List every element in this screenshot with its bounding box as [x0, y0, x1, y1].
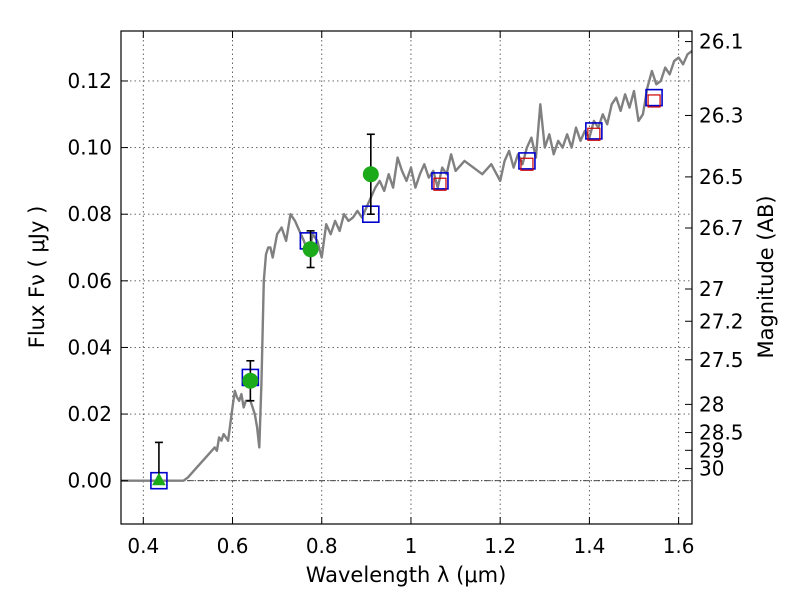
- y-tick-label: 0.08: [67, 202, 112, 226]
- x-tick-label: 1: [405, 534, 418, 558]
- y2-tick-label: 28.5: [699, 421, 744, 445]
- y2-tick-label: 26.5: [699, 165, 744, 189]
- y2-tick-label: 29: [699, 438, 724, 462]
- model-photometry-square: [585, 122, 603, 140]
- model-photometry-square: [518, 152, 536, 170]
- y-tick-label: 0.12: [67, 69, 112, 93]
- model-photometry-square: [431, 172, 449, 190]
- model-spectrum-line: [121, 50, 693, 482]
- x-tick-label: 1.6: [663, 534, 695, 558]
- y2-tick-label: 27: [699, 277, 724, 301]
- y2-tick-label: 30: [699, 457, 724, 481]
- y2-tick-label: 27.2: [699, 309, 744, 333]
- y2-tick-label: 28: [699, 392, 724, 416]
- plot-frame: [120, 30, 693, 525]
- y-axis-label: Flux Fν ( μJy ): [25, 206, 49, 349]
- x-tick-label: 1.2: [484, 534, 516, 558]
- axis-ticks: 0.4 0.6 0.8 1 1.2 1.4 1.6 0.00 0.02 0.04 0.06 0.08 0…: [67, 30, 743, 558]
- upper-limit-triangle: [152, 472, 166, 486]
- y-tick-label: 0.10: [67, 136, 112, 160]
- y2-tick-label: 26.7: [699, 216, 744, 240]
- alt-model-square: [587, 127, 601, 141]
- y-tick-label: 0.00: [67, 469, 112, 493]
- data-layer: [121, 50, 693, 490]
- x-tick-label: 0.8: [306, 534, 338, 558]
- x-tick-label: 0.4: [127, 534, 159, 558]
- alt-model-square: [647, 94, 661, 108]
- model-photometry-square: [645, 88, 663, 107]
- observed-flux-point: [302, 241, 319, 258]
- alt-model-square: [520, 157, 534, 171]
- y2-tick-label: 27.5: [699, 348, 744, 372]
- alt-model-square: [433, 177, 447, 191]
- y2-axis-label: Magnitude (AB): [754, 195, 778, 358]
- grid: [121, 31, 692, 524]
- y2-tick-label: 26.1: [699, 30, 744, 54]
- observed-flux-point: [242, 372, 259, 389]
- x-tick-label: 1.4: [573, 534, 605, 558]
- observed-flux-point: [362, 166, 379, 183]
- y-tick-label: 0.02: [67, 402, 112, 426]
- x-tick-label: 0.6: [217, 534, 249, 558]
- y-tick-label: 0.06: [67, 269, 112, 293]
- y-tick-label: 0.04: [67, 335, 112, 359]
- x-axis-label: Wavelength λ (μm): [306, 563, 507, 587]
- y2-tick-label: 26.3: [699, 103, 744, 127]
